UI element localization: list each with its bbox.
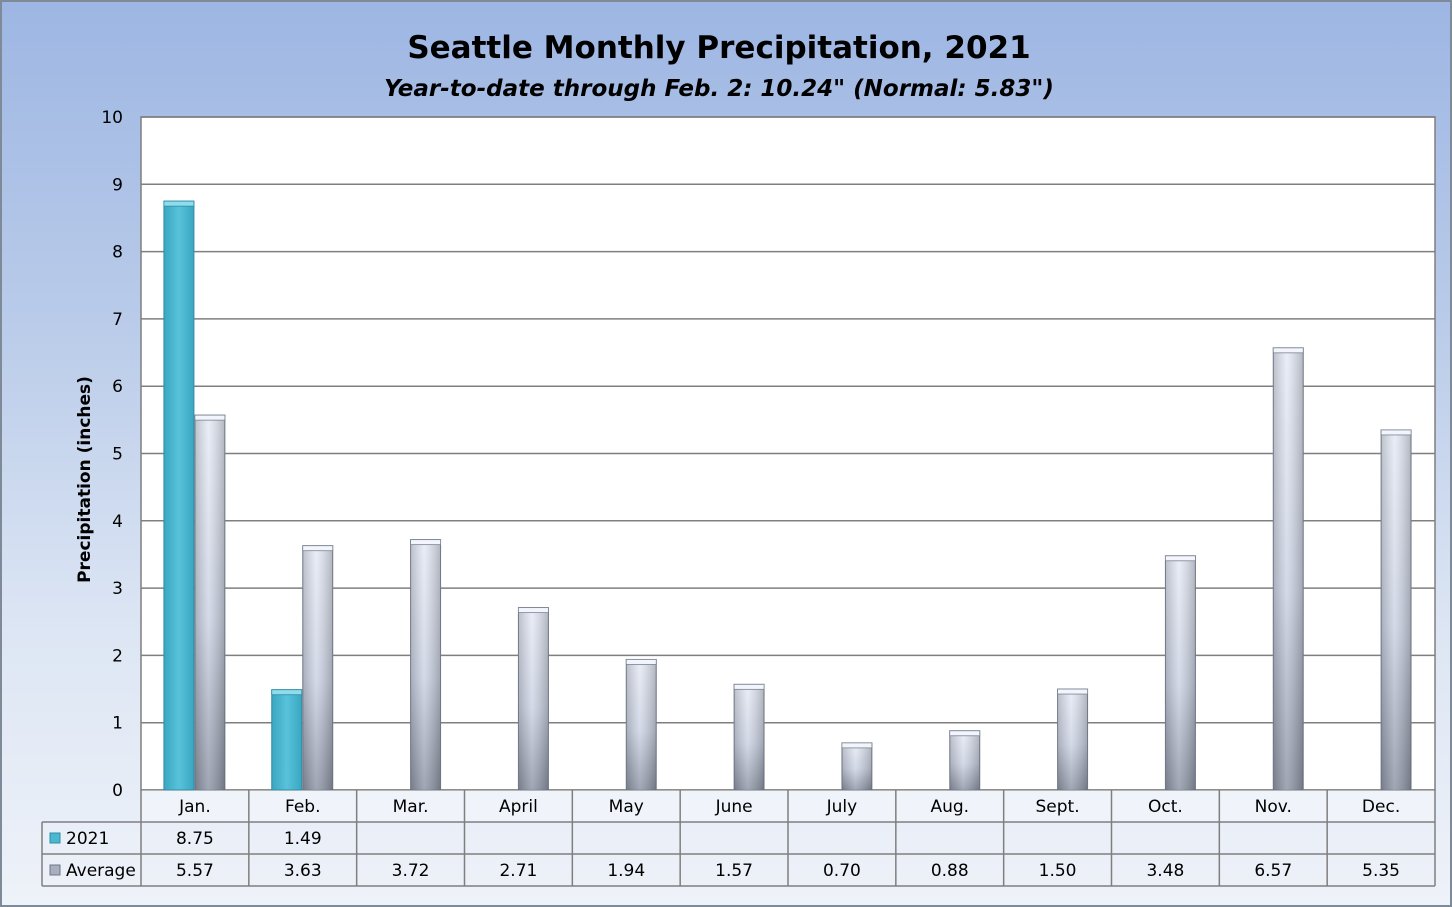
bar-shade bbox=[1057, 689, 1088, 790]
bar-shade bbox=[1273, 347, 1304, 790]
y-tick-label: 4 bbox=[112, 512, 123, 532]
x-tick-label: Aug. bbox=[930, 797, 969, 817]
bars bbox=[163, 200, 1412, 791]
bar-shade bbox=[626, 659, 657, 790]
bar-shade bbox=[949, 730, 980, 790]
bar-shade bbox=[194, 415, 225, 790]
bar-shade bbox=[410, 539, 441, 790]
y-tick-label: 10 bbox=[101, 108, 123, 128]
data-label: 3.48 bbox=[1146, 861, 1184, 881]
x-tick-label: June bbox=[715, 797, 753, 817]
grid-lines bbox=[140, 116, 1436, 791]
bar-average bbox=[733, 683, 765, 791]
data-label: 2.71 bbox=[499, 861, 537, 881]
data-label: 8.75 bbox=[176, 829, 214, 849]
bar-shade bbox=[302, 545, 333, 790]
bar-average bbox=[1057, 688, 1089, 791]
bar-average bbox=[1380, 429, 1412, 791]
bar-average bbox=[1164, 555, 1196, 791]
data-label: 6.57 bbox=[1254, 861, 1292, 881]
data-label: 5.35 bbox=[1362, 861, 1400, 881]
bar-average bbox=[841, 742, 873, 791]
data-table: Jan. Feb. Mar. April May June July Aug. Sept. Oct… bbox=[41, 790, 1436, 887]
bar-cap bbox=[518, 607, 549, 614]
data-label: 1.50 bbox=[1039, 861, 1077, 881]
bar-body bbox=[271, 689, 303, 791]
bar-shade bbox=[1165, 555, 1196, 790]
y-tick-label: 1 bbox=[112, 714, 123, 734]
legend-label: 2021 bbox=[66, 829, 109, 849]
y-tick-label: 0 bbox=[112, 781, 123, 801]
bar-cap bbox=[163, 200, 195, 207]
y-axis: 0 1 2 3 4 5 6 7 8 9 10 Precipitation (inches) bbox=[75, 108, 123, 801]
y-tick-label: 2 bbox=[112, 646, 123, 666]
x-tick-label: July bbox=[826, 797, 858, 817]
legend-key bbox=[49, 832, 61, 844]
data-label: 1.49 bbox=[284, 829, 322, 849]
bar-cap bbox=[1165, 555, 1196, 562]
bar-shade bbox=[734, 684, 765, 790]
bar-body bbox=[163, 200, 195, 791]
y-tick-label: 5 bbox=[112, 445, 123, 465]
bar-average bbox=[194, 414, 226, 791]
x-tick-label: May bbox=[609, 797, 644, 817]
bar-average bbox=[625, 658, 657, 791]
y-tick-label: 8 bbox=[112, 243, 123, 263]
bar-cap bbox=[271, 689, 303, 696]
bar-cap bbox=[1057, 688, 1088, 695]
data-label: 3.72 bbox=[392, 861, 430, 881]
x-tick-label: Oct. bbox=[1148, 797, 1183, 817]
x-tick-label: Dec. bbox=[1362, 797, 1400, 817]
bar-cap bbox=[625, 659, 657, 665]
bar-shade bbox=[518, 607, 549, 790]
bar-cap bbox=[1380, 429, 1412, 436]
data-label: 5.57 bbox=[176, 861, 214, 881]
y-axis-title: Precipitation (inches) bbox=[75, 376, 95, 583]
y-tick-label: 3 bbox=[112, 579, 123, 599]
chart-title: Seattle Monthly Precipitation, 2021 bbox=[407, 30, 1031, 66]
bar-cap bbox=[841, 742, 873, 749]
bar-cap bbox=[410, 539, 441, 546]
bar-average bbox=[949, 730, 981, 791]
x-tick-label: Feb. bbox=[285, 797, 321, 817]
y-tick-label: 9 bbox=[112, 175, 123, 195]
y-tick-label: 6 bbox=[112, 377, 123, 397]
bar-2021 bbox=[271, 689, 303, 791]
data-label: 0.70 bbox=[823, 861, 861, 881]
bar-cap bbox=[1272, 347, 1304, 354]
bar-cap bbox=[733, 683, 765, 690]
bar-average bbox=[517, 607, 549, 791]
x-tick-label: Mar. bbox=[393, 797, 429, 817]
legend-label: Average bbox=[66, 861, 136, 881]
x-tick-label: Nov. bbox=[1255, 797, 1292, 817]
data-label: 1.57 bbox=[715, 861, 753, 881]
bar-shade bbox=[1381, 429, 1412, 790]
legend-key bbox=[49, 864, 61, 876]
bar-average bbox=[302, 545, 334, 791]
x-tick-label: Sept. bbox=[1036, 797, 1080, 817]
x-tick-label: Jan. bbox=[178, 797, 211, 817]
chart-subtitle: Year-to-date through Feb. 2: 10.24" (Nor… bbox=[384, 76, 1054, 102]
bar-average bbox=[1272, 347, 1304, 791]
y-tick-label: 7 bbox=[112, 310, 123, 330]
bar-cap bbox=[949, 730, 981, 737]
bar-average bbox=[410, 539, 442, 791]
data-label: 3.63 bbox=[284, 861, 322, 881]
x-tick-label: April bbox=[499, 797, 538, 817]
bar-cap bbox=[302, 545, 334, 552]
data-label: 0.88 bbox=[931, 861, 969, 881]
bar-cap bbox=[194, 414, 226, 421]
bar-2021 bbox=[163, 200, 195, 791]
bar-shade bbox=[841, 742, 872, 790]
data-label: 1.94 bbox=[607, 861, 645, 881]
